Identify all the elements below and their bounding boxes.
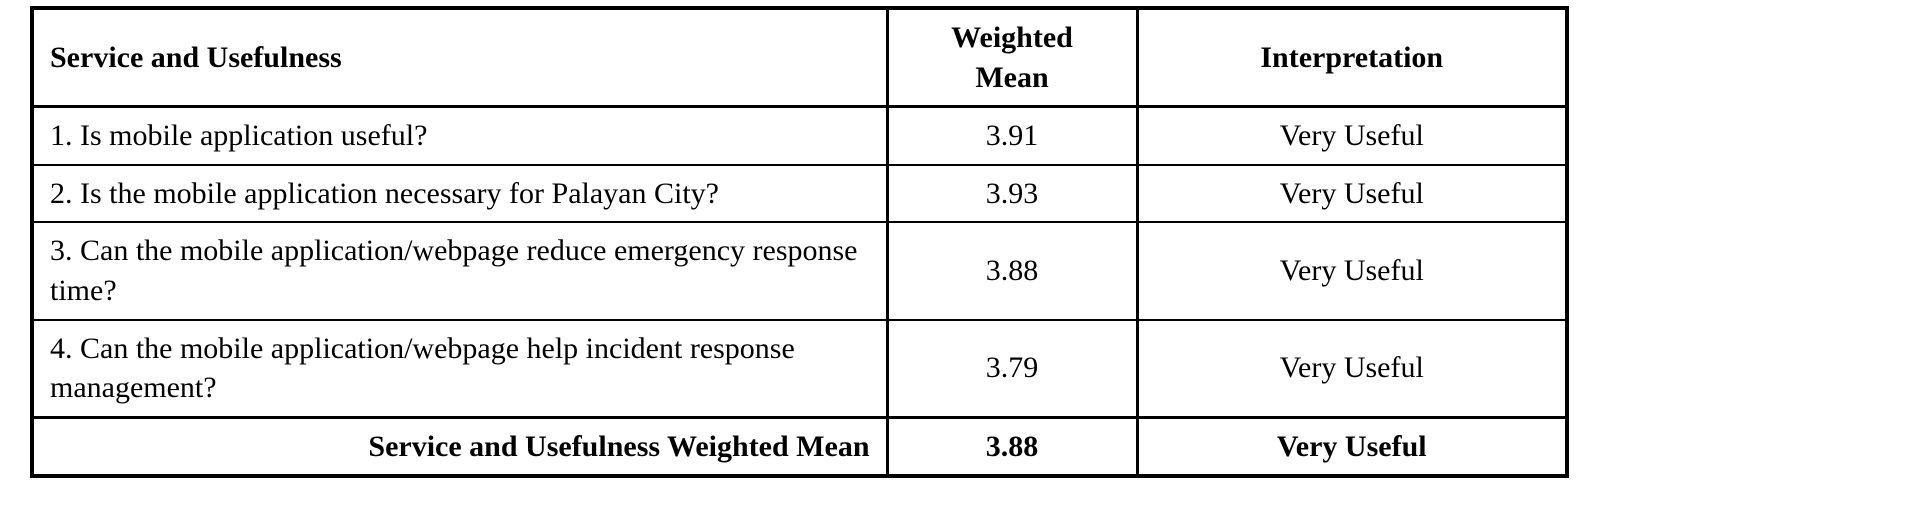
table-summary-row: Service and Usefulness Weighted Mean 3.8… [30, 415, 1569, 478]
table-header-row: Service and Usefulness Weighted Mean Int… [30, 6, 1569, 109]
table-row: 2. Is the mobile application necessary f… [30, 163, 1569, 224]
interpretation-cell: Very Useful [1135, 105, 1569, 166]
table-row: 1. Is mobile application useful? 3.91 Ve… [30, 105, 1569, 166]
interpretation-cell: Very Useful [1135, 221, 1569, 321]
table-row: 4. Can the mobile application/webpage he… [30, 318, 1569, 419]
table-row: 3. Can the mobile application/webpage re… [30, 221, 1569, 321]
question-cell: 1. Is mobile application useful? [30, 105, 889, 166]
header-weighted-mean: Weighted Mean [885, 6, 1139, 109]
weighted-mean-cell: 3.93 [885, 163, 1139, 224]
weighted-mean-cell: 3.79 [885, 318, 1139, 419]
question-cell: 4. Can the mobile application/webpage he… [30, 318, 889, 419]
weighted-mean-cell: 3.88 [885, 221, 1139, 321]
summary-weighted-mean: 3.88 [885, 415, 1139, 478]
weighted-mean-cell: 3.91 [885, 105, 1139, 166]
question-cell: 2. Is the mobile application necessary f… [30, 163, 889, 224]
header-question: Service and Usefulness [30, 6, 889, 109]
interpretation-cell: Very Useful [1135, 163, 1569, 224]
summary-label: Service and Usefulness Weighted Mean [30, 415, 889, 478]
service-usefulness-table: Service and Usefulness Weighted Mean Int… [30, 6, 1569, 479]
summary-interpretation: Very Useful [1135, 415, 1569, 478]
header-interpretation: Interpretation [1135, 6, 1569, 109]
results-table-container: Service and Usefulness Weighted Mean Int… [30, 6, 1569, 479]
question-cell: 3. Can the mobile application/webpage re… [30, 221, 889, 321]
interpretation-cell: Very Useful [1135, 318, 1569, 419]
